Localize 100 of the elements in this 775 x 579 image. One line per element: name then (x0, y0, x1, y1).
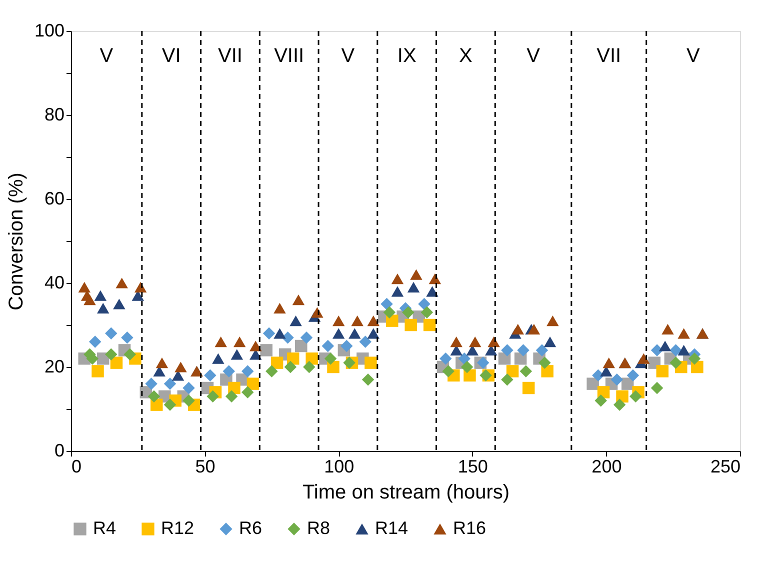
point (691, 360, 704, 374)
annotation: VIII (274, 45, 304, 67)
legend-label: R8 (307, 518, 330, 538)
annotation: VI (162, 45, 181, 67)
point (364, 356, 377, 369)
point (145, 378, 158, 390)
annotation: V (100, 45, 114, 67)
point (260, 344, 272, 356)
point (626, 369, 640, 382)
point (517, 344, 530, 356)
point (303, 360, 316, 374)
point (359, 336, 372, 348)
point (124, 348, 136, 361)
point (182, 394, 195, 407)
point (295, 340, 308, 352)
point (476, 356, 490, 369)
point (362, 373, 374, 386)
annotation: X (459, 45, 472, 67)
point (662, 324, 674, 335)
point (105, 348, 118, 361)
point (630, 390, 642, 403)
y-tick-label: 40 (44, 272, 64, 292)
legend-label: R6 (239, 518, 262, 538)
point (460, 360, 474, 374)
point (450, 336, 462, 348)
point (241, 386, 254, 398)
point (148, 390, 160, 403)
y-tick-label: 100 (34, 20, 64, 40)
point (688, 352, 701, 365)
point (367, 328, 380, 339)
point (266, 365, 278, 378)
point (458, 352, 470, 365)
point (367, 315, 380, 326)
point (468, 336, 482, 348)
point (78, 282, 91, 293)
x-tick-label: 0 (72, 456, 82, 476)
point (84, 294, 96, 306)
annotation: IX (397, 45, 416, 67)
point (506, 365, 519, 378)
point (233, 336, 246, 348)
point (404, 318, 417, 332)
point (423, 318, 436, 332)
point (121, 331, 134, 344)
point (440, 352, 452, 365)
point (670, 344, 682, 356)
point (225, 390, 238, 403)
point (410, 269, 422, 280)
point (164, 378, 176, 390)
x-tick-label: 250 (710, 456, 740, 476)
point (262, 327, 276, 340)
point (156, 357, 168, 368)
point (241, 365, 254, 378)
point (391, 273, 404, 284)
point (536, 344, 548, 356)
y-tick-label: 60 (44, 188, 64, 208)
y-axis-title: Conversion (%) (5, 172, 28, 310)
point (522, 382, 535, 394)
point (594, 394, 607, 407)
point (544, 336, 556, 348)
legend-label: R4 (93, 518, 116, 538)
point (292, 294, 305, 306)
point (324, 352, 337, 365)
annotation: VII (596, 45, 622, 67)
point (528, 324, 540, 335)
point (164, 398, 176, 411)
y-tick-label: 80 (44, 104, 64, 124)
point (116, 278, 128, 288)
point (94, 290, 107, 301)
x-axis-title: Time on stream (hours) (302, 482, 510, 504)
point (501, 344, 514, 356)
point (222, 365, 236, 378)
point (174, 362, 187, 372)
point (501, 373, 514, 386)
annotation: V (686, 45, 700, 67)
point (512, 324, 524, 335)
point (332, 315, 345, 326)
point (613, 398, 626, 411)
point (383, 306, 396, 319)
point (110, 356, 123, 369)
point (96, 302, 110, 314)
point (206, 390, 219, 403)
point (658, 340, 672, 352)
point (250, 340, 262, 352)
annotation: V (526, 45, 541, 67)
point (418, 298, 430, 310)
x-tick-label: 200 (592, 456, 622, 476)
legend-label: R14 (375, 518, 408, 538)
point (656, 365, 669, 378)
point (602, 357, 615, 368)
x-tick-label: 100 (324, 456, 354, 476)
point (678, 344, 690, 356)
y-tick-label: 0 (54, 440, 64, 460)
annotation: V (341, 45, 356, 67)
point (230, 349, 244, 360)
point (546, 315, 559, 326)
point (270, 356, 284, 369)
point (284, 360, 297, 374)
point (670, 356, 682, 369)
point (650, 382, 664, 394)
point (246, 378, 260, 390)
